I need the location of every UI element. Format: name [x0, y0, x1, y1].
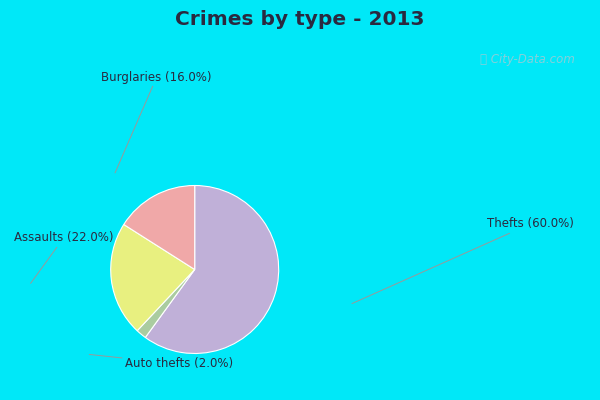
Wedge shape: [124, 186, 195, 270]
Text: Auto thefts (2.0%): Auto thefts (2.0%): [89, 354, 233, 370]
Wedge shape: [137, 270, 194, 338]
Wedge shape: [145, 186, 278, 354]
Wedge shape: [111, 224, 194, 331]
Text: Assaults (22.0%): Assaults (22.0%): [14, 232, 113, 283]
Text: ⓘ City-Data.com: ⓘ City-Data.com: [479, 52, 574, 66]
Text: Crimes by type - 2013: Crimes by type - 2013: [175, 10, 425, 29]
Text: Burglaries (16.0%): Burglaries (16.0%): [101, 70, 212, 173]
Text: Thefts (60.0%): Thefts (60.0%): [352, 218, 574, 304]
